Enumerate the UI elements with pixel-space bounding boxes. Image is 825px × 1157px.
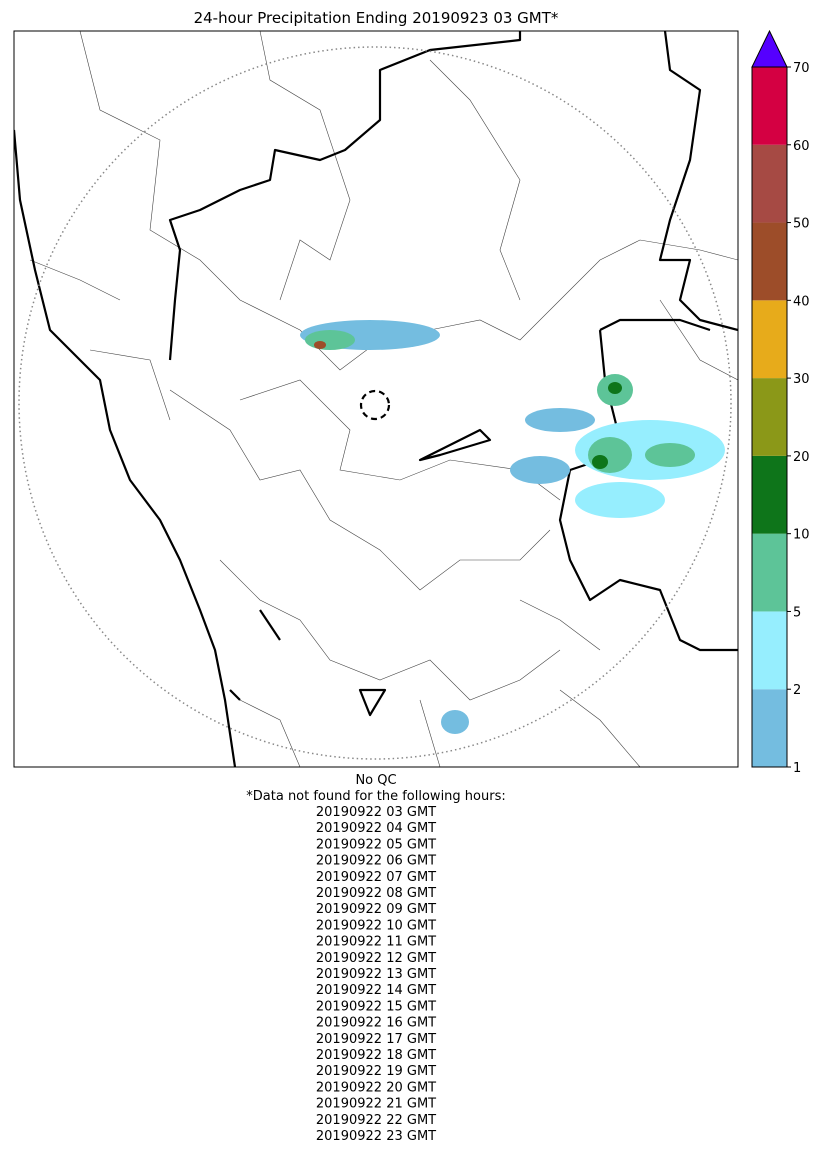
missing-hour: 20190922 14 GMT xyxy=(316,983,436,998)
colorbar-segment xyxy=(752,67,787,145)
colorbar-tick-label: 1 xyxy=(793,761,801,776)
colorbar-segment xyxy=(752,300,787,379)
colorbar-segment xyxy=(752,144,787,223)
missing-hour: 20190922 21 GMT xyxy=(316,1097,436,1112)
missing-hour: 20190922 07 GMT xyxy=(316,870,436,885)
colorbar-extend xyxy=(751,29,788,68)
missing-hour: 20190922 17 GMT xyxy=(316,1032,436,1047)
notes: No QC *Data not found for the following … xyxy=(246,773,505,1144)
colorbar-segment xyxy=(752,455,787,534)
colorbar-tick-label: 2 xyxy=(793,683,801,698)
colorbar-tick-label: 20 xyxy=(793,450,810,465)
colorbar-segment xyxy=(752,378,787,456)
colorbar-segment xyxy=(752,533,787,612)
colorbar-tick-label: 5 xyxy=(793,605,801,620)
missing-hour: 20190922 15 GMT xyxy=(316,999,436,1014)
colorbar-segment xyxy=(752,222,787,301)
colorbar-tick-label: 10 xyxy=(793,528,810,543)
colorbar-tick-label: 30 xyxy=(793,372,810,387)
missing-hour: 20190922 04 GMT xyxy=(316,821,436,836)
qc-note: No QC xyxy=(355,773,396,788)
missing-hour: 20190922 16 GMT xyxy=(316,1016,436,1031)
missing-header: *Data not found for the following hours: xyxy=(246,789,505,804)
missing-hour: 20190922 23 GMT xyxy=(316,1129,436,1144)
missing-hour: 20190922 19 GMT xyxy=(316,1064,436,1079)
missing-hour: 20190922 10 GMT xyxy=(316,918,436,933)
missing-hour: 20190922 22 GMT xyxy=(316,1113,436,1128)
missing-hour: 20190922 13 GMT xyxy=(316,967,436,982)
missing-hour: 20190922 06 GMT xyxy=(316,854,436,869)
missing-hour: 20190922 03 GMT xyxy=(316,805,436,820)
colorbar-segment xyxy=(752,689,787,767)
colorbar-tick-label: 50 xyxy=(793,217,810,232)
missing-hour: 20190922 12 GMT xyxy=(316,951,436,966)
missing-hour: 20190922 09 GMT xyxy=(316,902,436,917)
colorbar-tick-label: 60 xyxy=(793,139,810,154)
colorbar-tick-label: 70 xyxy=(793,61,810,76)
missing-hour: 20190922 18 GMT xyxy=(316,1048,436,1063)
missing-hour: 20190922 11 GMT xyxy=(316,935,436,950)
map-title: 24-hour Precipitation Ending 20190923 03… xyxy=(194,9,559,27)
missing-hour: 20190922 05 GMT xyxy=(316,837,436,852)
missing-hour: 20190922 20 GMT xyxy=(316,1080,436,1095)
precipitation xyxy=(300,320,725,734)
colorbar: 1 2 5 10 20 30 40 50 60 70 xyxy=(751,29,810,776)
colorbar-frame xyxy=(751,66,788,768)
colorbar-segment xyxy=(752,611,787,690)
colorbar-tick-label: 40 xyxy=(793,294,810,309)
map xyxy=(13,30,739,768)
missing-hour: 20190922 08 GMT xyxy=(316,886,436,901)
